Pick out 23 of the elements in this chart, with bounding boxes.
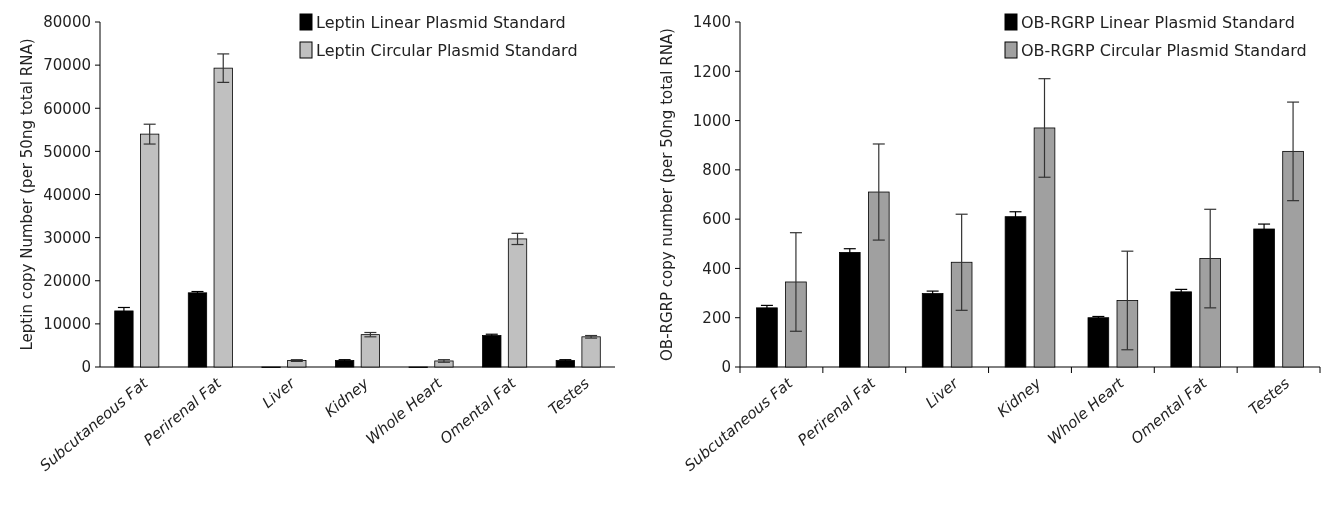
y-tick-label: 50000 (43, 142, 91, 161)
y-tick-label: 60000 (43, 99, 91, 118)
y-tick-label: 80000 (43, 13, 91, 32)
y-tick-label: 0 (721, 358, 731, 377)
y-tick-label: 30000 (43, 228, 91, 247)
y-tick-label: 200 (702, 308, 731, 327)
y-tick-label: 1400 (692, 13, 731, 32)
legend-label: Leptin Linear Plasmid Standard (316, 13, 566, 32)
legend-label: Leptin Circular Plasmid Standard (316, 41, 578, 60)
y-tick-label: 70000 (43, 56, 91, 75)
legend-label: OB-RGRP Linear Plasmid Standard (1021, 13, 1295, 32)
y-tick-label: 20000 (43, 272, 91, 290)
y-axis-title: Leptin copy Number (per 50ng total RNA) (18, 38, 36, 351)
y-tick-label: 600 (702, 210, 731, 229)
y-tick-label: 400 (702, 259, 731, 278)
legend-label: OB-RGRP Circular Plasmid Standard (1021, 41, 1307, 60)
y-axis-title: OB-RGRP copy number (per 50ng total RNA) (658, 28, 676, 361)
y-tick-label: 0 (81, 358, 91, 377)
y-tick-label: 40000 (43, 185, 91, 204)
y-tick-label: 800 (702, 161, 731, 180)
y-tick-label: 10000 (43, 315, 91, 334)
y-tick-label: 1200 (692, 62, 731, 81)
y-tick-label: 1000 (692, 111, 731, 130)
